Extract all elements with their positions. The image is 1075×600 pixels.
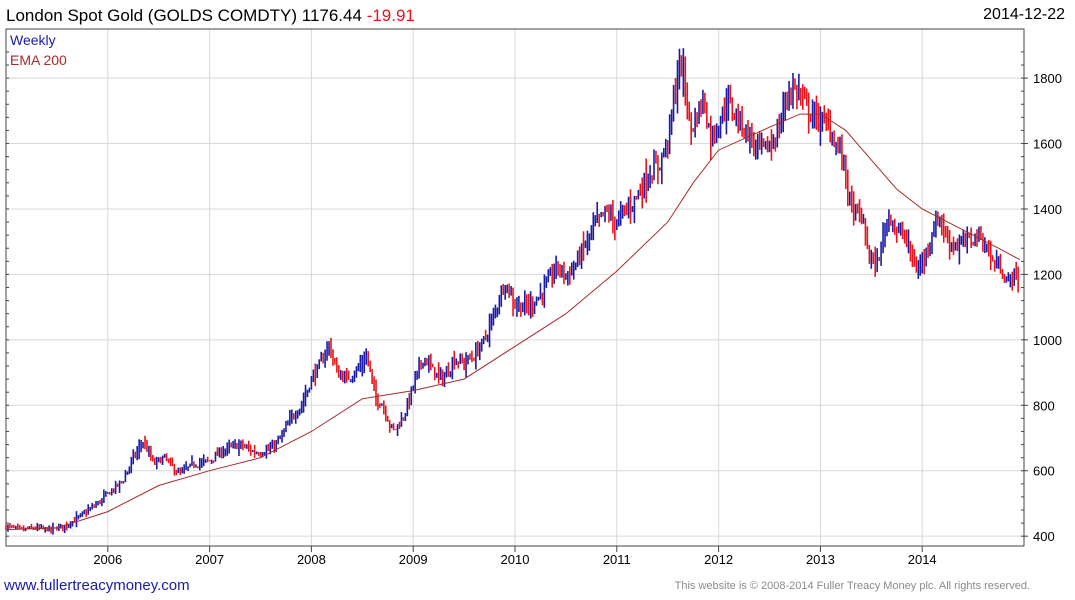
site-link[interactable]: www.fullertreacymoney.com bbox=[4, 577, 190, 594]
legend-weekly: Weekly bbox=[10, 32, 56, 48]
x-tick-label: 2006 bbox=[93, 552, 122, 567]
x-tick-label: 2014 bbox=[908, 552, 937, 567]
legend-ema-200: EMA 200 bbox=[10, 52, 67, 68]
y-tick-label: 800 bbox=[1033, 398, 1055, 413]
y-tick-label: 1400 bbox=[1033, 202, 1062, 217]
weekly-bars bbox=[5, 48, 1019, 535]
x-tick-label: 2011 bbox=[603, 552, 631, 567]
x-tick-label: 2010 bbox=[501, 552, 530, 567]
x-tick-label: 2013 bbox=[806, 552, 835, 567]
y-tick-label: 600 bbox=[1033, 464, 1055, 479]
y-axis: 400 600 800 1000 1200 1400 1600 1800 bbox=[6, 51, 1062, 544]
x-axis: 2006 2007 2008 2009 2010 2011 2012 2013 2014 bbox=[93, 546, 937, 567]
copyright-notice: This website is © 2008-2014 Fuller Treac… bbox=[674, 580, 1030, 592]
y-tick-label: 1200 bbox=[1033, 267, 1062, 282]
price-change: -19.91 bbox=[366, 6, 415, 25]
chart-title: London Spot Gold (GOLDS COMDTY) bbox=[6, 6, 298, 25]
last-price: 1176.44 bbox=[301, 6, 362, 25]
chart-date: 2014-12-22 bbox=[983, 6, 1065, 23]
y-tick-label: 1800 bbox=[1033, 71, 1062, 86]
grid-lines bbox=[6, 29, 1024, 546]
y-tick-label: 1600 bbox=[1033, 137, 1062, 152]
y-tick-label: 1000 bbox=[1033, 333, 1062, 348]
y-tick-label: 400 bbox=[1033, 529, 1055, 544]
x-tick-label: 2007 bbox=[195, 552, 224, 567]
x-tick-label: 2012 bbox=[704, 552, 733, 567]
x-tick-label: 2008 bbox=[297, 552, 326, 567]
ema-200-line bbox=[5, 113, 1021, 531]
x-tick-label: 2009 bbox=[399, 552, 428, 567]
chart-title-bar: London Spot Gold (GOLDS COMDTY) 1176.44 … bbox=[6, 6, 415, 26]
